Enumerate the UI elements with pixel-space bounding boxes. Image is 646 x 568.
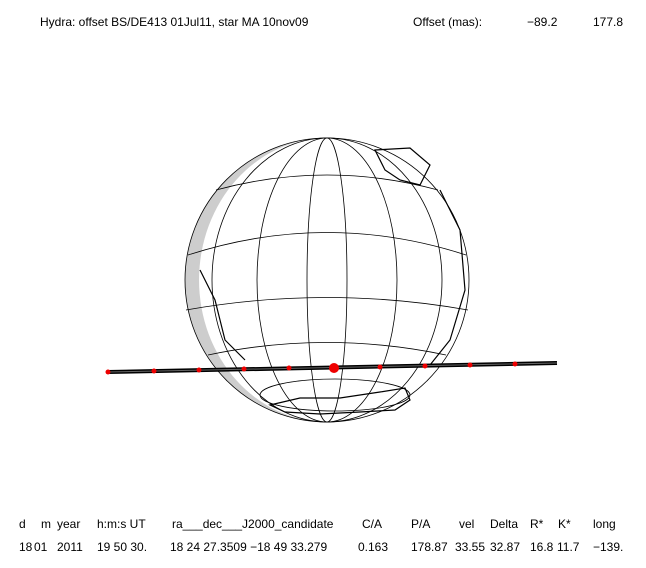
globe: [184, 137, 470, 423]
column-header: Delta: [490, 517, 518, 531]
cell: 178.87: [411, 540, 448, 554]
offset-label: Offset (mas):: [413, 15, 482, 29]
title: Hydra: offset BS/DE413 01Jul11, star MA …: [40, 15, 309, 29]
cell: 01: [34, 540, 48, 554]
cell: 18: [19, 540, 33, 554]
cell: 11.7: [557, 540, 580, 554]
column-header: R*: [530, 517, 544, 531]
cell: 18 24 27.3509 −18 49 33.279: [170, 540, 327, 554]
column-header: P/A: [411, 517, 430, 531]
cell: 2011: [57, 540, 83, 554]
cell: 19 50 30.: [97, 540, 147, 554]
cell: 0.163: [358, 540, 388, 554]
cell: 33.55: [455, 540, 485, 554]
column-header: h:m:s UT: [97, 517, 146, 531]
column-header: vel: [459, 517, 474, 531]
column-header: ra___dec___J2000_candidate: [172, 517, 334, 531]
cell: 32.87: [490, 540, 520, 554]
column-header: d: [19, 517, 26, 531]
column-header: long: [593, 517, 616, 531]
cell: 16.8: [530, 540, 554, 554]
offset-x: −89.2: [527, 15, 558, 29]
event-table: d m year h:m:s UT ra___dec___J2000_candidate…: [19, 517, 623, 554]
cell: −139.: [593, 540, 623, 554]
column-header: year: [57, 517, 80, 531]
column-header: C/A: [362, 517, 382, 531]
column-header: m: [41, 517, 51, 531]
column-header: K*: [558, 517, 571, 531]
shadow-path: [105, 361, 558, 375]
offset-y: 177.8: [593, 15, 623, 29]
